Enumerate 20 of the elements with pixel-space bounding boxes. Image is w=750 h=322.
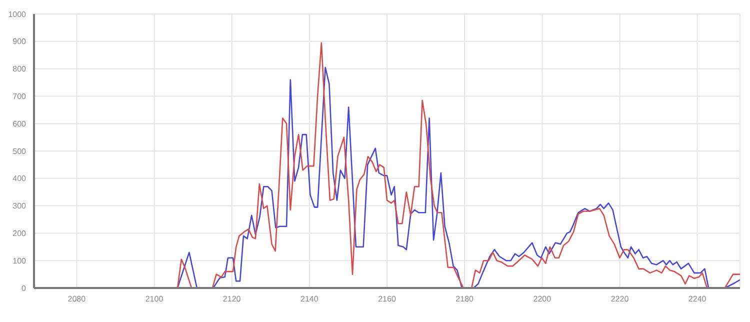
y-tick-label: 400 (12, 174, 27, 184)
y-tick-label: 600 (12, 119, 27, 128)
x-tick-label: 2120 (222, 294, 242, 304)
x-tick-label: 2220 (610, 294, 630, 304)
x-tick-label: 2140 (300, 294, 319, 304)
y-tick-label: 100 (12, 256, 27, 266)
x-tick-label: 2080 (68, 294, 86, 304)
x-tick-label: 2180 (456, 294, 474, 304)
x-tick-label: 2100 (145, 294, 164, 304)
y-tick-label: 0 (22, 284, 27, 293)
x-tick-label: 2160 (378, 294, 396, 304)
y-tick-label: 300 (12, 202, 27, 211)
y-tick-label: 900 (12, 37, 27, 46)
y-tick-label: 500 (12, 146, 27, 156)
x-tick-label: 2200 (533, 294, 552, 304)
y-tick-label: 200 (12, 229, 27, 238)
y-tick-label: 800 (12, 64, 27, 74)
x-tick-label: 2240 (688, 294, 707, 304)
y-tick-label: 700 (12, 92, 27, 102)
y-tick-label: 1000 (8, 10, 27, 19)
